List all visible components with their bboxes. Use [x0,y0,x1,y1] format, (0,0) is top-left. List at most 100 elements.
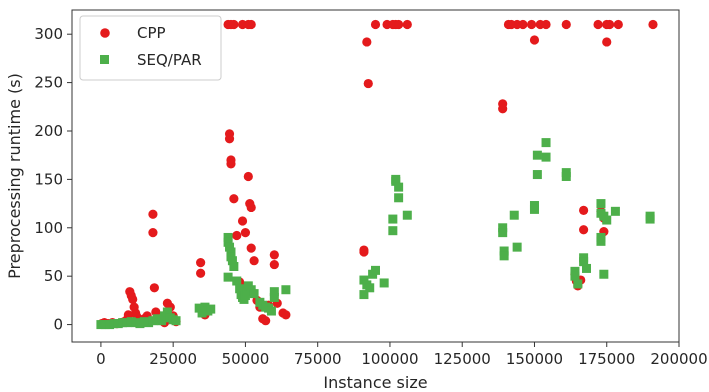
point-cpp [394,19,404,30]
point-seq-par [498,223,508,233]
point-seq-par [269,292,279,302]
point-cpp [246,243,256,253]
point-seq-par [391,176,401,186]
x-tick-label: 125000 [434,350,491,368]
point-seq-par [529,204,539,214]
point-cpp [232,230,242,241]
point-cpp [526,19,537,30]
point-cpp [370,19,381,30]
point-cpp [362,37,372,47]
point-cpp [196,268,206,278]
y-tick-label: 200 [34,122,63,140]
point-seq-par [359,290,369,300]
point-seq-par [532,150,542,160]
point-seq-par [579,257,589,267]
point-seq-par [645,214,655,224]
point-seq-par [227,256,237,266]
point-cpp [237,216,248,226]
point-cpp [281,310,291,320]
y-axis-label: Preprocessing runtime (s) [5,73,24,279]
point-seq-par [499,251,509,261]
legend-box [79,15,222,81]
legend-label-cpp: CPP [137,24,166,42]
point-seq-par [541,152,551,162]
x-tick-label: 175000 [578,350,635,368]
point-seq-par [602,215,612,225]
point-cpp [196,258,206,268]
x-axis: 0 25000 50000 75000 100000 125000 150000 175000… [96,342,708,368]
point-cpp [246,19,256,30]
point-seq-par [394,193,404,203]
point-seq-par [223,232,233,242]
point-cpp [529,35,540,45]
point-seq-par [266,306,276,316]
x-tick-label: 200000 [650,350,707,368]
point-cpp [363,78,373,89]
point-seq-par [596,199,606,209]
y-tick-label: 0 [53,316,63,334]
point-cpp [269,259,279,270]
legend-marker-cpp [100,28,110,38]
point-seq-par [249,289,259,299]
point-seq-par [596,236,606,246]
point-cpp [648,19,658,30]
point-seq-par [388,226,398,236]
point-seq-par [269,287,279,297]
point-seq-par [157,316,167,326]
point-seq-par [365,283,375,293]
point-seq-par [225,242,235,252]
point-seq-par [197,308,207,318]
point-seq-par [226,247,236,257]
point-cpp [229,194,239,204]
point-seq-par [223,272,233,282]
y-tick-label: 50 [44,267,63,285]
point-cpp [149,283,159,293]
point-cpp [498,104,508,114]
y-axis: 0 50 100 150 200 250 300 [34,25,72,334]
point-seq-par [206,304,216,314]
point-seq-par [232,276,242,286]
y-tick-label: 100 [34,219,63,237]
point-seq-par [509,210,519,220]
point-seq-par [570,271,580,281]
x-tick-label: 50000 [222,350,270,368]
point-cpp [148,209,158,219]
point-seq-par [162,307,172,317]
point-seq-par [402,210,412,220]
point-seq-par [394,182,404,192]
point-seq-par [281,285,291,295]
point-cpp [226,159,236,169]
point-cpp [613,19,623,30]
point-seq-par [499,246,509,256]
point-cpp [602,37,612,47]
point-cpp [579,225,589,235]
plot-frame [71,9,680,343]
point-seq-par [171,316,181,326]
point-cpp [246,202,256,213]
point-cpp [128,294,138,305]
point-cpp [148,228,158,238]
point-seq-par [235,284,245,294]
point-seq-par [229,262,239,272]
point-cpp [269,250,279,260]
point-cpp [240,228,251,238]
point-cpp [605,19,615,30]
legend-label-seq-par: SEQ/PAR [137,51,202,69]
x-tick-label: 25000 [149,350,197,368]
point-seq-par [599,269,609,279]
point-seq-par [223,237,233,247]
point-seq-par [532,170,542,180]
x-axis-label: Instance size [323,373,427,392]
point-seq-par [194,303,204,313]
legend: CPP SEQ/PAR [79,15,222,81]
legend-marker-seq-par [100,55,109,64]
point-seq-par [610,206,620,216]
point-seq-par [570,266,580,276]
point-cpp [561,19,571,30]
x-tick-label: 150000 [506,350,563,368]
point-seq-par [371,265,380,275]
point-cpp [518,19,528,30]
point-cpp [243,171,253,182]
point-cpp [359,247,369,257]
